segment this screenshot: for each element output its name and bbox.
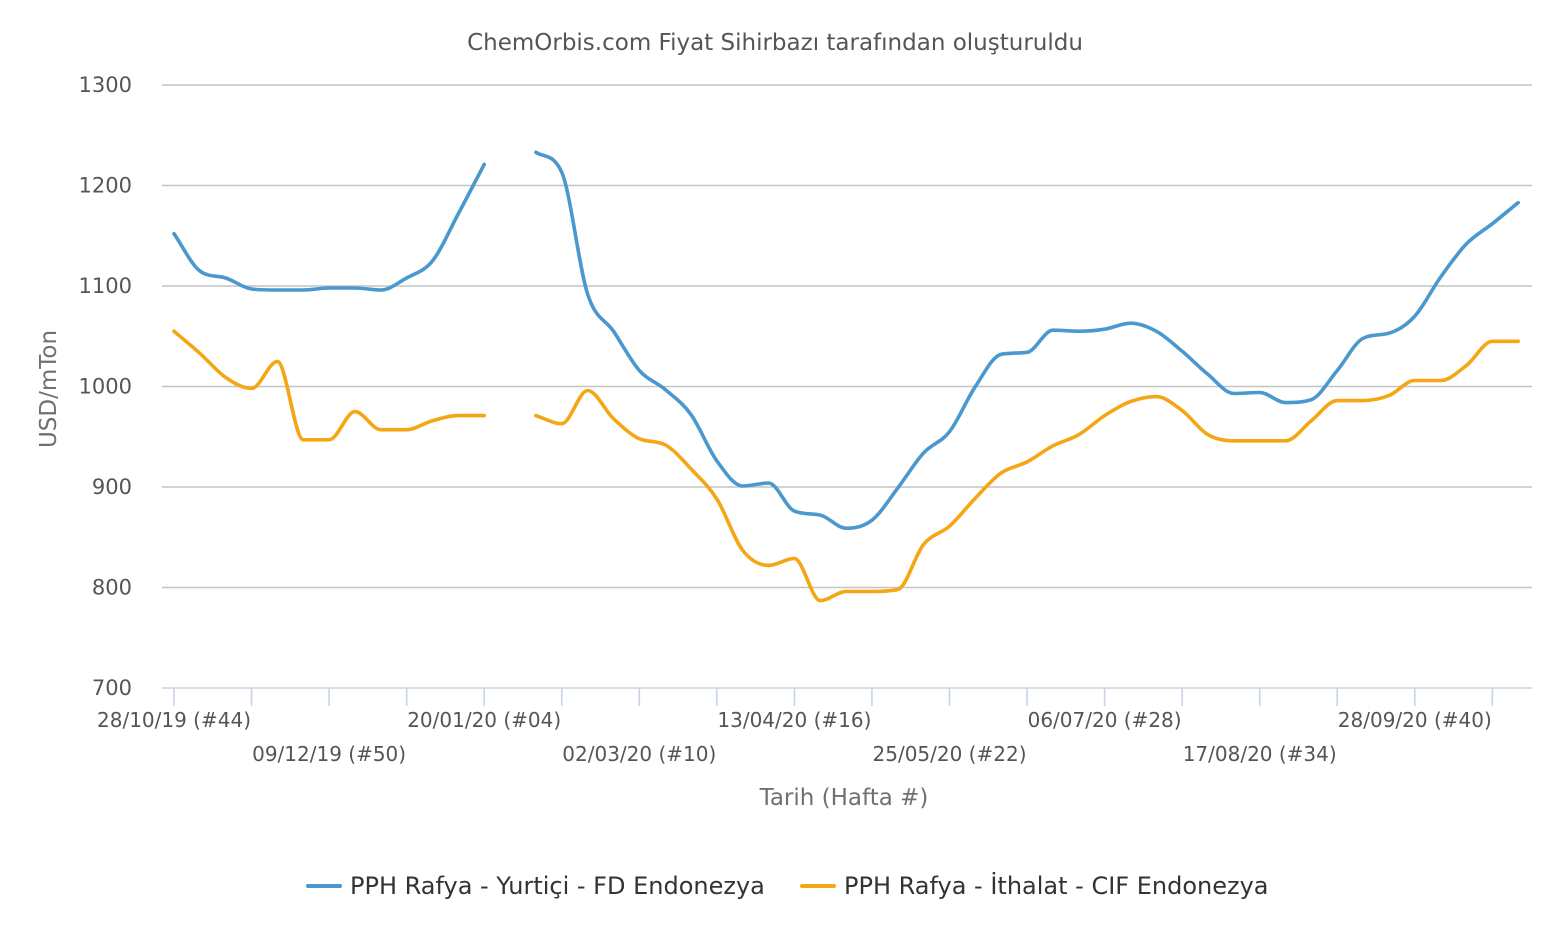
y-tick-label: 700 xyxy=(92,676,132,700)
series-line-2 xyxy=(534,339,1520,603)
series-line-1 xyxy=(172,162,486,292)
x-tick-label: 25/05/20 (#22) xyxy=(873,742,1027,766)
chart-title: ChemOrbis.com Fiyat Sihirbazı tarafından… xyxy=(467,30,1083,56)
x-tick-label: 02/03/20 (#10) xyxy=(562,742,716,766)
x-tick-label: 06/07/20 (#28) xyxy=(1028,708,1182,732)
x-tick-label: 28/10/19 (#44) xyxy=(97,708,251,732)
legend-item-2[interactable]: PPH Rafya - İthalat - CIF Endonezya xyxy=(800,871,1269,900)
x-tick-label: 28/09/20 (#40) xyxy=(1338,708,1492,732)
y-tick-label: 1300 xyxy=(79,73,132,97)
y-axis-ticks: 700 800 900 1000 1100 1200 1300 xyxy=(79,73,132,700)
legend-label: PPH Rafya - İthalat - CIF Endonezya xyxy=(844,871,1269,900)
y-axis-title: USD/mTon xyxy=(36,330,62,448)
x-tick-label: 13/04/20 (#16) xyxy=(717,708,871,732)
x-tick-label: 20/01/20 (#04) xyxy=(407,708,561,732)
y-tick-label: 1200 xyxy=(79,174,132,198)
series-line-2 xyxy=(172,329,486,442)
y-tick-label: 1100 xyxy=(79,274,132,298)
gridlines xyxy=(162,84,1532,589)
series-lines xyxy=(172,150,1520,603)
x-axis-title: Tarih (Hafta #) xyxy=(759,785,929,811)
series-line-1 xyxy=(534,150,1520,530)
x-tick-label: 17/08/20 (#34) xyxy=(1183,742,1337,766)
x-tick-label: 09/12/19 (#50) xyxy=(252,742,406,766)
legend-item-1[interactable]: PPH Rafya - Yurtiçi - FD Endonezya xyxy=(306,872,765,900)
x-axis: 28/10/19 (#44)09/12/19 (#50)20/01/20 (#0… xyxy=(97,687,1532,766)
legend: PPH Rafya - Yurtiçi - FD Endonezya PPH Ra… xyxy=(306,871,1269,900)
legend-label: PPH Rafya - Yurtiçi - FD Endonezya xyxy=(350,872,765,900)
y-tick-label: 1000 xyxy=(79,375,132,399)
series-1 xyxy=(172,150,1520,530)
y-tick-label: 900 xyxy=(92,475,132,499)
series-2 xyxy=(172,329,1520,603)
y-tick-label: 800 xyxy=(92,576,132,600)
